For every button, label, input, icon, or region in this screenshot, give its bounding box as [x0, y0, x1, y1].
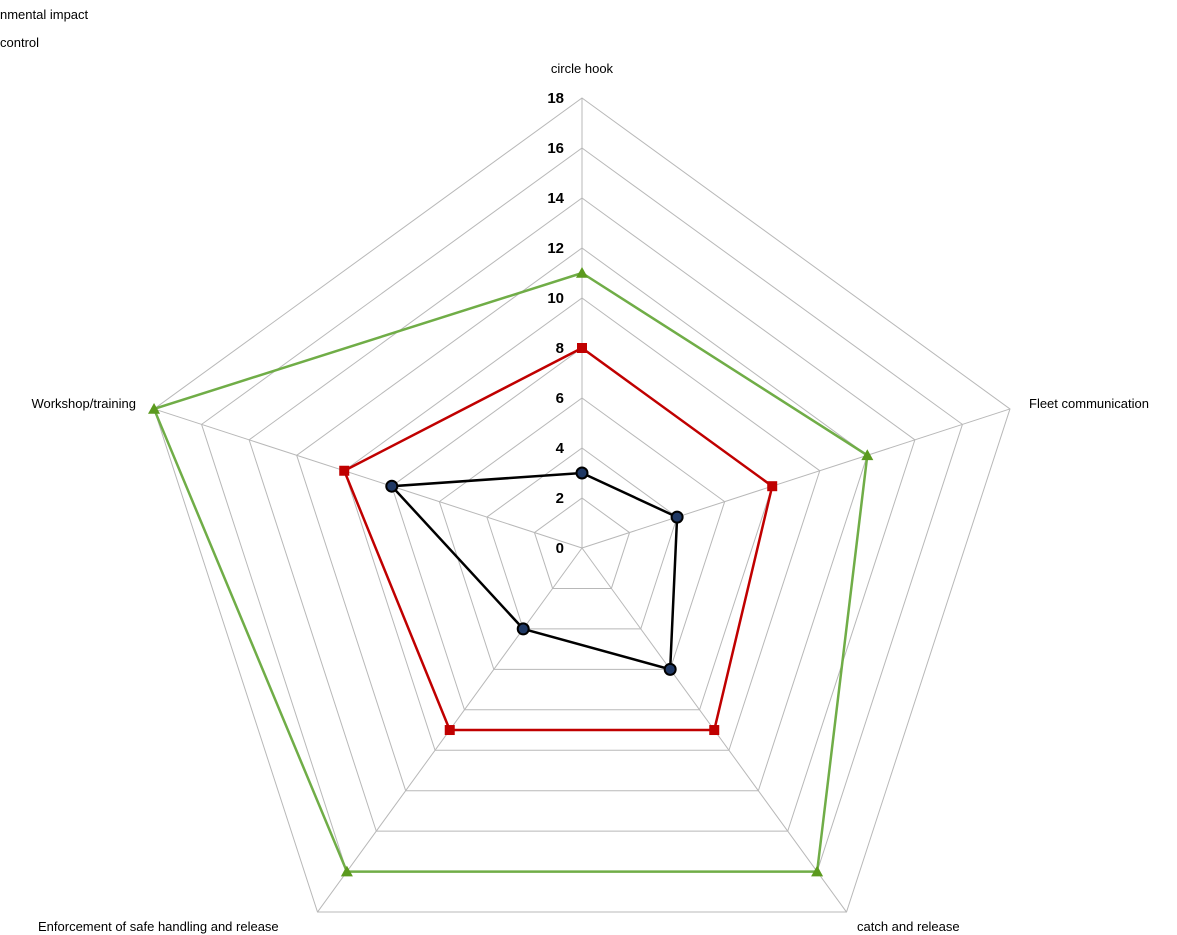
spoke-1 — [581, 408, 1011, 549]
radar-tick-labels: 0 2 4 6 8 10 12 14 16 18 — [547, 90, 564, 557]
tick-label-6: 6 — [556, 390, 564, 407]
tick-label-8: 8 — [556, 340, 564, 357]
radar-axis-labels: circle hook Fleet communication catch and … — [31, 61, 1149, 934]
tick-label-18: 18 — [547, 90, 564, 107]
tick-label-10: 10 — [547, 290, 564, 307]
grid-ring-12 — [296, 247, 868, 792]
series-0 — [385, 466, 684, 676]
axis-label-4: Workshop/training — [31, 396, 136, 411]
grid-ring-2 — [533, 497, 631, 589]
series-2-point-1 — [861, 449, 874, 461]
grid-ring-6 — [438, 397, 726, 670]
series-1-line — [342, 346, 774, 732]
axis-label-2: catch and release — [857, 919, 960, 934]
axis-label-3: Enforcement of safe handling and release — [38, 919, 279, 934]
series-1-point-1 — [767, 481, 778, 492]
series-1 — [339, 343, 778, 736]
tick-label-16: 16 — [547, 140, 564, 157]
series-1-point-4 — [339, 465, 350, 476]
grid-ring-18 — [153, 97, 1011, 913]
grid-ring-4 — [486, 447, 678, 630]
series-0-point-1 — [670, 510, 684, 524]
radar-spokes — [153, 98, 1011, 913]
series-1-point-3 — [444, 725, 455, 736]
tick-label-12: 12 — [547, 240, 564, 257]
grid-ring-10 — [343, 297, 821, 751]
series-0-point-4 — [385, 479, 399, 493]
series-2-point-2 — [811, 865, 824, 877]
axis-label-1: Fleet communication — [1029, 396, 1149, 411]
series-2-point-0 — [576, 267, 588, 278]
series-2-line — [152, 271, 869, 873]
tick-label-2: 2 — [556, 490, 564, 507]
series-0-line — [389, 471, 679, 671]
radar-series — [148, 267, 874, 877]
spoke-4 — [153, 408, 583, 549]
series-2-point-4 — [148, 402, 161, 414]
series-0-point-0 — [575, 466, 589, 480]
series-0-point-3 — [516, 622, 530, 636]
series-0-point-2 — [663, 662, 677, 676]
series-1-point-2 — [709, 725, 720, 736]
series-2-point-3 — [340, 865, 353, 877]
tick-label-0: 0 — [556, 540, 564, 557]
axis-label-0: circle hook — [551, 61, 614, 76]
legend-entry-2: control — [0, 35, 39, 50]
legend-entry-1: nmental impact — [0, 7, 89, 22]
series-1-point-0 — [577, 343, 587, 353]
legend: nmental impact control — [0, 7, 89, 50]
radar-grid — [153, 97, 1011, 913]
tick-label-4: 4 — [556, 440, 565, 457]
tick-label-14: 14 — [547, 190, 564, 207]
series-2 — [148, 267, 874, 877]
grid-ring-14 — [248, 197, 916, 832]
